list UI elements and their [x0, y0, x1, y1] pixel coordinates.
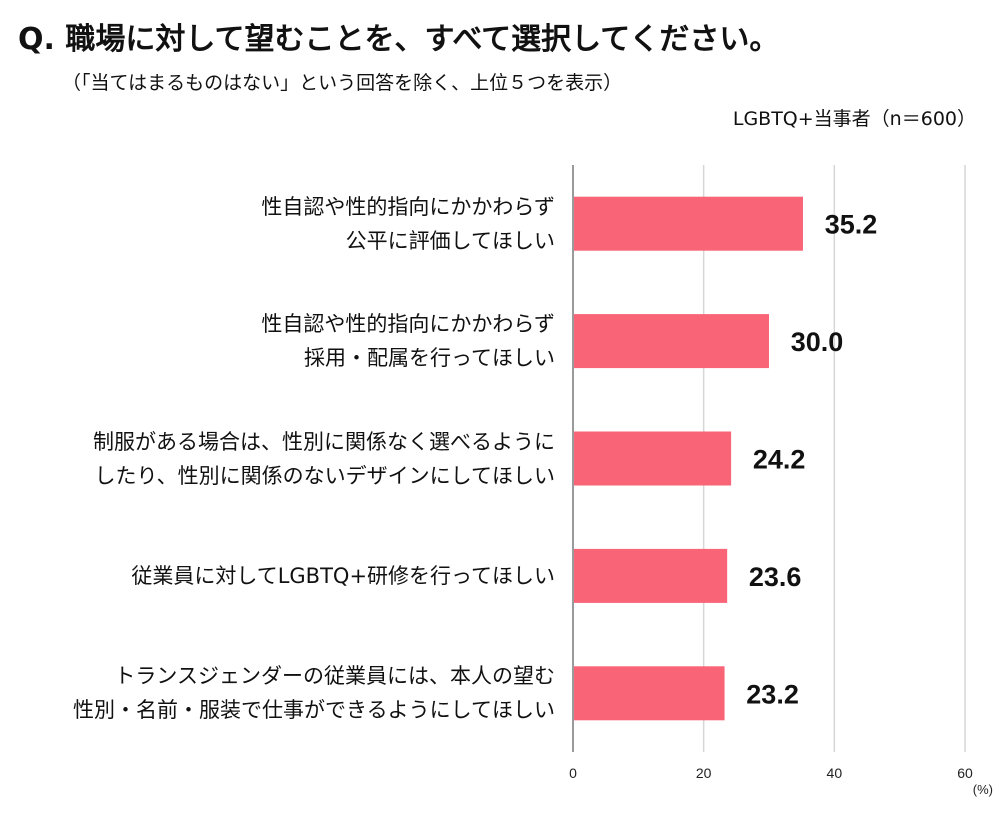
- data-label: 23.2: [746, 679, 799, 709]
- x-tick-label: 60: [957, 765, 973, 781]
- category-label-line: 制服がある場合は、性別に関係なく選べるように: [93, 429, 555, 454]
- chart-title: Q. 職場に対して望むことを、すべて選択してください。: [18, 22, 780, 57]
- bar: [574, 666, 725, 721]
- category-label-line: トランスジェンダーの従業員には、本人の望む: [114, 664, 555, 689]
- data-label: 23.6: [749, 562, 802, 592]
- category-label-line: 採用・配属を行ってほしい: [304, 346, 555, 371]
- category-label: トランスジェンダーの従業員には、本人の望む性別・名前・服装で仕事ができるようにし…: [0, 659, 555, 727]
- sample-size-note: LGBTQ+当事者（n＝600）: [732, 108, 976, 130]
- category-label: 性自認や性的指向にかかわらず公平に評価してほしい: [0, 190, 555, 258]
- x-tick-label: 0: [569, 765, 577, 781]
- unit-label: (%): [973, 782, 993, 797]
- category-label-line: 性別・名前・服装で仕事ができるようにしてほしい: [73, 698, 555, 723]
- category-label: 従業員に対してLGBTQ+研修を行ってほしい: [0, 559, 555, 593]
- x-tick-label: 20: [696, 765, 712, 781]
- category-label-line: 従業員に対してLGBTQ+研修を行ってほしい: [131, 563, 555, 588]
- x-tick-label: 40: [827, 765, 843, 781]
- bar: [574, 314, 769, 369]
- category-label-line: 性自認や性的指向にかかわらず: [261, 312, 555, 337]
- category-label-line: 公平に評価してほしい: [345, 228, 555, 253]
- data-label: 24.2: [753, 445, 806, 475]
- chart-subtitle: （「当てはまるものはない」という回答を除く、上位５つを表示）: [62, 72, 623, 94]
- category-label-line: 性自認や性的指向にかかわらず: [261, 194, 555, 219]
- bar: [574, 196, 803, 251]
- data-label: 35.2: [825, 210, 878, 240]
- bar: [574, 431, 732, 486]
- category-label: 制服がある場合は、性別に関係なく選べるように したり、性別に関係のないデザインにし…: [0, 425, 555, 493]
- data-label: 30.0: [791, 327, 844, 357]
- category-label-line: したり、性別に関係のないデザインにしてほしい: [94, 463, 555, 488]
- category-label: 性自認や性的指向にかかわらず採用・配属を行ってほしい: [0, 307, 555, 375]
- bar: [574, 548, 728, 603]
